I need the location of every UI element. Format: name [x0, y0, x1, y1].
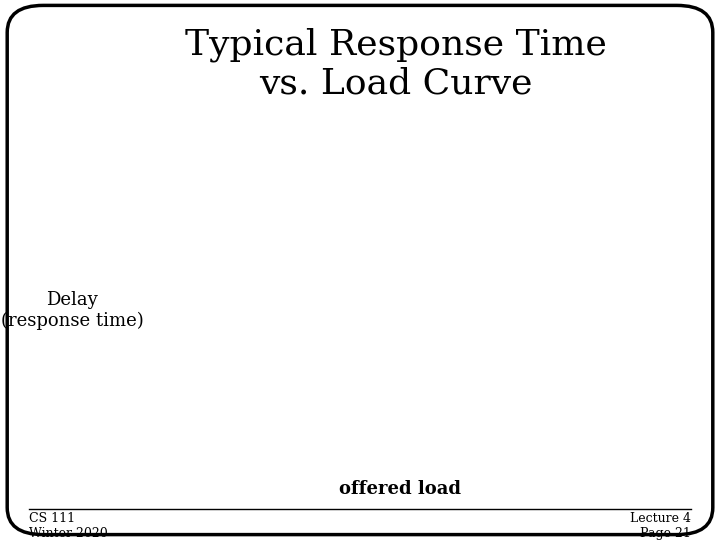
- Text: Lecture 4
Page 21: Lecture 4 Page 21: [630, 512, 691, 540]
- Text: offered load: offered load: [338, 480, 461, 498]
- Text: ideal: ideal: [511, 316, 552, 333]
- Text: typical: typical: [403, 225, 459, 241]
- Text: Delay
(response time): Delay (response time): [1, 291, 143, 330]
- Text: CS 111
Winter 2020: CS 111 Winter 2020: [29, 512, 107, 540]
- Text: Typical Response Time
vs. Load Curve: Typical Response Time vs. Load Curve: [185, 27, 607, 101]
